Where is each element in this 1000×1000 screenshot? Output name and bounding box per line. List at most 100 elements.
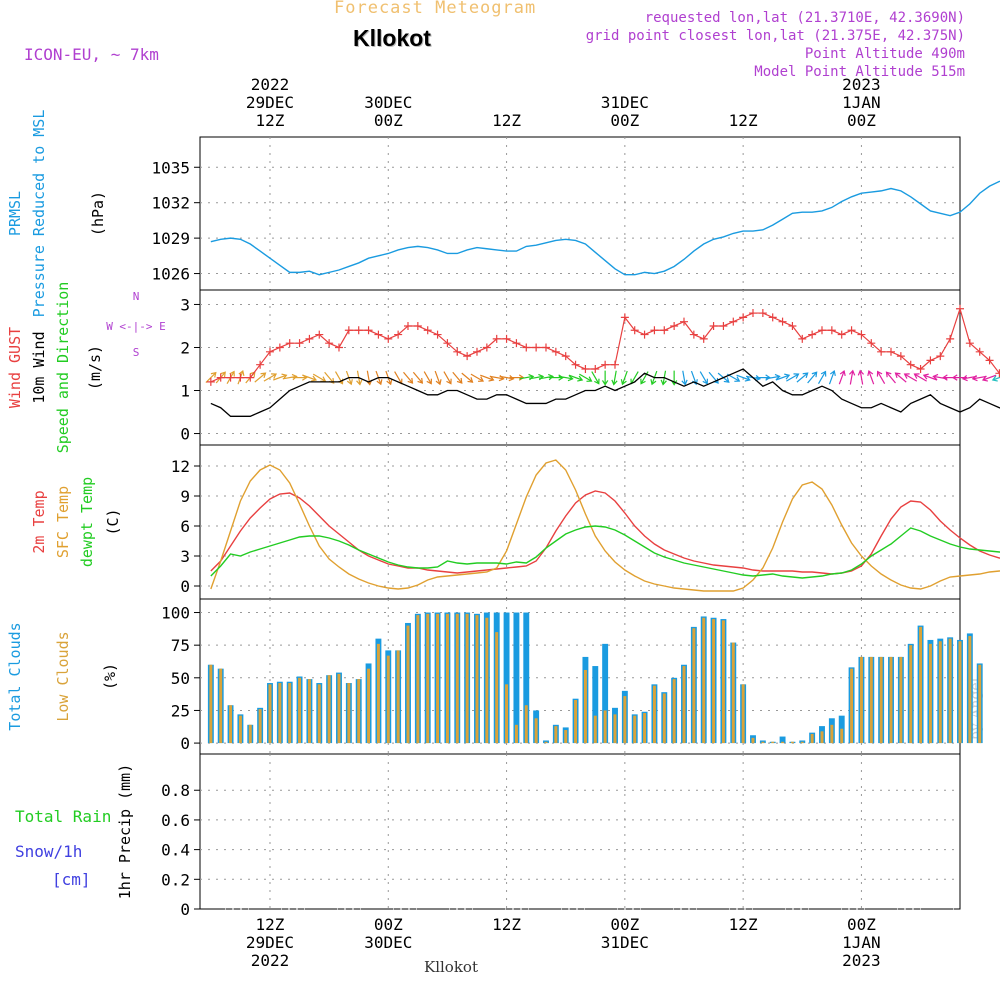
gust-marker [364,326,373,335]
gust-marker [492,334,501,343]
panel-frame-pressure [199,136,961,291]
wind-arrow-head [567,375,574,382]
wind-arrow-head [744,375,751,382]
cloud-bar-total [503,612,510,744]
y-axis-label: Low Clouds [54,631,72,721]
y-tick-label: 1032 [151,194,190,213]
wind-arrow-head [922,373,929,380]
y-tick-label: 1029 [151,229,190,248]
gust-marker [354,326,363,335]
gust-marker [275,343,284,352]
gust-marker [236,373,245,382]
gust-marker [541,343,550,352]
gust-marker [768,313,777,322]
wind-direction-arrow [443,371,452,384]
gust-marker [610,360,619,369]
cloud-bar-low [505,684,509,744]
cloud-bar-low [958,641,962,744]
wind-arrow-head [885,371,892,378]
top-time-label: 2022 [251,75,290,94]
wind-arrow-head [876,370,883,377]
gust-marker [433,330,442,339]
wind-direction-arrow [923,374,938,381]
y-tick-label: 2 [180,338,190,357]
cloud-bar-low [850,668,854,744]
y-tick-label: 0.8 [161,781,190,800]
cloud-bar-total [523,612,530,744]
wind-direction-arrow [736,374,750,381]
wind-arrow-head [407,377,414,384]
cloud-bar-low [672,679,676,744]
wind-arrow-head [650,379,657,386]
wind-arrow-head [932,373,939,381]
wind-arrow-head [681,379,688,386]
precip-legend-label: Snow/1h [15,842,82,861]
series-line-dewpt [210,525,1000,579]
bottom-time-label: 29DEC [246,933,294,952]
cloud-bar-low [938,641,942,744]
y-tick-label: 1 [180,382,190,401]
y-tick-label: 0.6 [161,811,190,830]
y-axis-label: PRMSL [6,191,24,236]
wind-direction-arrow [786,373,799,382]
cloud-bar-low [238,715,242,744]
cloud-bar-low [248,724,252,744]
cloud-bar-low [416,615,420,744]
footer-location: Kllokot [424,958,478,976]
wind-arrow-head [951,374,958,381]
gust-marker [857,330,866,339]
cloud-bar-low [426,613,430,744]
wind-arrow-head [417,377,424,384]
wind-direction-arrow [640,371,649,384]
y-tick-label: 0 [180,577,190,596]
wind-arrow-head [508,375,515,382]
y-axis-label: (m/s) [86,345,104,390]
y-axis-label: SFC Temp [54,486,72,558]
cloud-bar-low [702,617,706,744]
gust-marker [936,352,945,361]
gust-marker [758,309,767,318]
grid-point-coords: grid point closest lon,lat (21.375E, 42.… [585,28,965,44]
top-time-label: 00Z [374,111,403,130]
wind-arrow-head [320,376,327,382]
wind-arrow-head [376,379,383,386]
wind-arrow-head [281,373,288,380]
model-name: ICON-EU, ~ 7km [24,45,159,64]
gust-marker [995,369,1000,378]
gust-marker [956,304,964,313]
bottom-time-label: 31DEC [601,933,649,952]
wind-arrow-head [640,378,646,385]
cloud-bar-low [406,625,410,744]
cloud-bar-low [317,684,321,744]
cloud-bar-low [781,741,785,744]
gust-marker [670,321,679,330]
panel-frame-wind [199,289,961,446]
cloud-bar-low [761,741,765,744]
wind-direction-arrow [796,372,809,383]
cloud-bar-low [771,741,775,744]
wind-arrow-head [594,378,600,385]
cloud-bar-low [219,668,223,744]
wind-arrow-head [829,369,836,377]
cloud-bar-low [347,683,351,744]
gust-marker [285,339,294,348]
cloud-bar-low [899,656,903,744]
cloud-bar-low [692,628,696,744]
wind-arrow-head [848,369,856,376]
wind-arrow-head [229,370,235,377]
wind-direction-arrow [403,371,413,384]
compass-south: S [133,346,140,359]
gust-marker [226,373,235,382]
cloud-bar-low [455,613,459,744]
wind-direction-arrow [412,371,423,384]
wind-direction-arrow [452,371,463,384]
gust-marker [561,352,570,361]
gust-marker [512,339,521,348]
gust-marker [630,326,639,335]
y-tick-label: 3 [180,547,190,566]
wind-arrow-head [942,374,948,381]
top-time-label: 2023 [842,75,881,94]
wind-direction-arrow [699,371,708,384]
gust-marker [571,360,580,369]
cloud-bar-low [830,724,834,744]
